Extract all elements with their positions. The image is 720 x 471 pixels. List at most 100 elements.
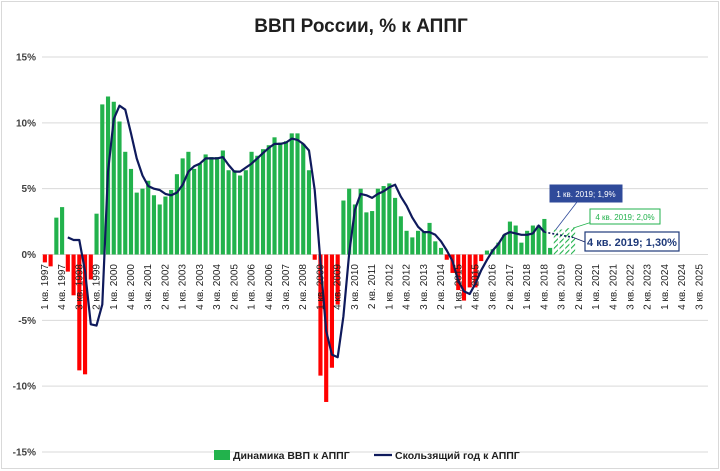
bar	[295, 133, 300, 255]
bar	[88, 254, 93, 280]
bar	[519, 242, 524, 255]
x-tick-label: 4 кв. 2018	[539, 264, 550, 310]
bar	[238, 175, 243, 255]
bar	[335, 254, 340, 305]
annotation-label: 1 кв. 2019; 1,9%	[556, 190, 615, 199]
bar	[312, 254, 317, 260]
x-tick-label: 2 кв. 2002	[160, 264, 171, 310]
bar	[197, 163, 202, 255]
bar	[266, 145, 271, 255]
bar	[507, 221, 512, 255]
x-tick-label: 4 кв. 2006	[264, 264, 275, 310]
x-tick-label: 2 кв. 2020	[574, 264, 585, 310]
bar	[496, 242, 501, 255]
x-tick-label: 1 кв. 2018	[522, 264, 533, 310]
bar	[209, 157, 214, 255]
bar	[318, 254, 323, 376]
bar	[100, 104, 105, 255]
y-tick-label: 0%	[22, 250, 37, 261]
bar	[525, 230, 530, 255]
x-tick-label: 4 кв. 2000	[126, 264, 137, 310]
bar	[433, 241, 438, 255]
rolling-year-forecast-line	[544, 231, 574, 239]
bar	[301, 143, 306, 255]
bar	[123, 151, 128, 255]
x-tick-label: 1 кв. 2003	[178, 264, 189, 310]
bar	[461, 254, 467, 301]
legend-label-line: Скользящий год к АППГ	[395, 450, 520, 462]
bar	[370, 211, 375, 255]
bar	[186, 151, 191, 255]
bar	[260, 149, 266, 255]
x-tick-label: 3 кв. 1998	[74, 264, 85, 310]
x-tick-label: 1 кв. 1997	[40, 264, 51, 310]
x-tick-label: 3 кв. 2010	[350, 264, 361, 310]
x-tick-label: 2 кв. 2005	[229, 264, 240, 310]
forecast-bar	[553, 229, 558, 255]
x-tick-label: 2 кв. 2023	[643, 264, 654, 310]
bar	[467, 254, 472, 288]
bar	[278, 142, 283, 255]
bar	[427, 222, 432, 255]
bar	[530, 225, 535, 255]
bar	[410, 237, 415, 255]
y-tick-label: 15%	[16, 53, 36, 64]
bar	[71, 254, 76, 296]
y-tick-label: -15%	[13, 448, 36, 459]
x-tick-label: 1 кв. 2009	[315, 264, 326, 310]
bar	[220, 150, 225, 255]
bar	[180, 158, 185, 255]
bar	[548, 247, 553, 255]
x-tick-label: 4 кв. 2003	[195, 264, 206, 310]
bar	[473, 254, 478, 288]
bar	[289, 133, 294, 255]
x-tick-label: 1 кв. 2000	[109, 264, 120, 310]
annotation-leader	[572, 221, 593, 229]
bar	[479, 254, 484, 262]
bar	[134, 192, 139, 255]
x-tick-label: 3 кв. 2016	[488, 264, 499, 310]
forecast-bar	[559, 229, 564, 255]
bar	[174, 174, 179, 255]
bar	[249, 151, 254, 255]
bar	[484, 250, 490, 255]
y-tick-label: 5%	[22, 184, 37, 195]
y-tick-label: 10%	[16, 118, 36, 129]
bar	[192, 168, 197, 255]
bar	[306, 170, 312, 255]
bar	[513, 225, 518, 255]
x-tick-label: 3 кв. 2025	[694, 264, 705, 310]
bar	[151, 195, 157, 255]
bar	[381, 186, 386, 255]
bar	[215, 157, 220, 255]
bar	[352, 204, 357, 255]
x-tick-label: 4 кв. 2015	[470, 264, 481, 310]
bar	[232, 170, 237, 255]
annotation-box	[584, 231, 680, 252]
x-tick-label: 3 кв. 2013	[419, 264, 430, 310]
x-tick-label: 4 кв. 2012	[402, 264, 413, 310]
x-tick-label: 3 кв. 2019	[557, 264, 568, 310]
bar	[163, 196, 168, 255]
x-tick-label: 2 кв. 2008	[298, 264, 309, 310]
annotation-label: 4 кв. 2019; 1,30%	[587, 237, 677, 249]
x-tick-label: 4 кв. 1997	[57, 264, 68, 310]
legend-label-bars: Динамика ВВП к АППГ	[233, 450, 350, 462]
bar	[203, 154, 208, 255]
x-tick-label: 3 кв. 2001	[143, 264, 154, 310]
bar	[60, 207, 65, 255]
x-tick-label: 4 кв. 2009	[333, 264, 344, 310]
bar	[341, 200, 346, 255]
bar	[358, 188, 363, 255]
bar	[157, 204, 162, 255]
chart-title: ВВП России, % к АППГ	[254, 16, 468, 37]
bar	[375, 188, 380, 255]
x-tick-label: 3 кв. 2022	[625, 264, 636, 310]
forecast-bar	[571, 228, 576, 255]
bar	[444, 254, 449, 260]
bar	[398, 216, 403, 255]
bar	[65, 254, 70, 272]
bar	[536, 225, 541, 255]
